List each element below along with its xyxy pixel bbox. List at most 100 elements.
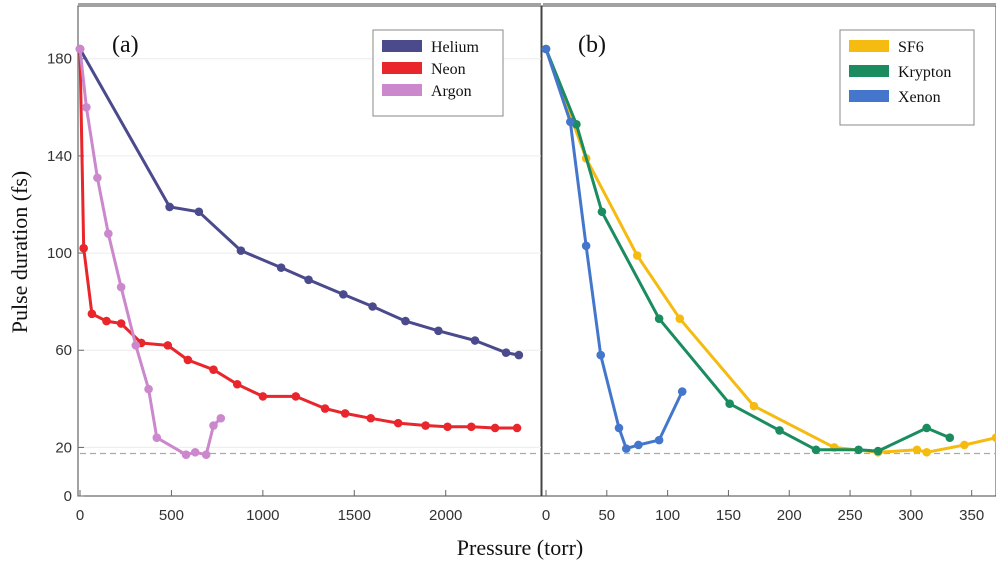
helium-data-point bbox=[165, 202, 174, 212]
x-tick-label: 1500 bbox=[338, 507, 371, 524]
neon-data-point bbox=[116, 319, 126, 328]
neon-data-point bbox=[393, 418, 403, 428]
argon-data-point bbox=[104, 229, 113, 238]
xenon-data-point bbox=[621, 444, 631, 453]
neon-legend-swatch bbox=[382, 62, 422, 74]
xenon-data-point bbox=[634, 440, 643, 450]
xenon-data-point bbox=[654, 435, 664, 445]
panel-label: (a) bbox=[112, 32, 139, 58]
xenon-legend-label: Xenon bbox=[898, 89, 941, 106]
krypton-legend-swatch bbox=[849, 65, 889, 77]
argon-legend-swatch bbox=[382, 84, 422, 96]
x-tick-label: 300 bbox=[898, 507, 923, 524]
x-tick-label: 500 bbox=[159, 507, 184, 524]
krypton-data-point bbox=[775, 426, 784, 435]
neon-data-point bbox=[366, 413, 376, 423]
neon-legend-label: Neon bbox=[431, 61, 466, 78]
y-axis-title: Pulse duration (fs) bbox=[7, 171, 32, 334]
x-tick-label: 250 bbox=[838, 507, 863, 524]
x-tick-label: 50 bbox=[598, 507, 615, 524]
argon-data-point bbox=[216, 413, 226, 423]
neon-data-point bbox=[232, 379, 242, 389]
krypton-data-point bbox=[725, 399, 734, 408]
helium-data-point bbox=[276, 263, 286, 272]
x-tick-label: 2000 bbox=[429, 507, 462, 524]
argon-data-point bbox=[75, 44, 85, 54]
sf6-data-point bbox=[749, 401, 759, 411]
neon-data-point bbox=[258, 392, 268, 401]
xenon-data-point bbox=[596, 350, 606, 360]
argon-data-point bbox=[131, 341, 141, 350]
neon-data-point bbox=[102, 316, 111, 326]
helium-legend-label: Helium bbox=[431, 39, 480, 56]
krypton-data-point bbox=[922, 423, 931, 433]
argon-data-point bbox=[93, 173, 102, 183]
y-tick-label: 20 bbox=[55, 439, 72, 456]
panel-a-frame bbox=[77, 5, 542, 497]
sf6-data-point bbox=[912, 445, 922, 455]
neon-data-point bbox=[87, 309, 97, 319]
krypton-data-point bbox=[854, 445, 863, 455]
neon-data-point bbox=[467, 422, 476, 432]
krypton-data-point bbox=[945, 433, 955, 442]
krypton-data-point bbox=[597, 207, 607, 217]
neon-data-point bbox=[79, 243, 88, 253]
y-tick-label: 180 bbox=[47, 51, 72, 68]
krypton-data-point bbox=[873, 446, 883, 456]
neon-data-point bbox=[443, 422, 452, 432]
helium-legend-swatch bbox=[382, 40, 422, 52]
sf6-data-point bbox=[960, 440, 969, 450]
helium-data-point bbox=[434, 326, 443, 336]
x-tick-label: 350 bbox=[959, 507, 984, 524]
xenon-series-line bbox=[544, 47, 684, 451]
panel-b-frame bbox=[541, 5, 996, 497]
krypton-data-point bbox=[811, 445, 821, 455]
x-tick-label: 200 bbox=[777, 507, 802, 524]
sf6-data-point bbox=[991, 433, 996, 442]
neon-data-point bbox=[512, 423, 522, 433]
x-tick-label: 150 bbox=[716, 507, 741, 524]
argon-data-point bbox=[181, 450, 191, 460]
x-tick-label: 1000 bbox=[246, 507, 279, 524]
xenon-data-point bbox=[541, 44, 551, 54]
neon-data-point bbox=[320, 404, 330, 413]
neon-data-point bbox=[209, 365, 218, 374]
xenon-legend-swatch bbox=[849, 90, 889, 102]
argon-series-line bbox=[78, 47, 223, 457]
sf6-legend-label: SF6 bbox=[898, 39, 924, 56]
neon-data-point bbox=[340, 409, 350, 418]
krypton-legend-label: Krypton bbox=[898, 64, 951, 81]
panel-a-chart: 0 500 1000 1500 2000 0 20 60 100 140 180 (a) Helium N… bbox=[47, 29, 541, 524]
helium-data-point bbox=[368, 302, 377, 311]
neon-data-point bbox=[421, 421, 430, 430]
sf6-data-point bbox=[922, 447, 931, 457]
helium-data-point bbox=[194, 207, 204, 217]
panel-label: (b) bbox=[578, 32, 606, 58]
x-tick-label: 0 bbox=[542, 507, 550, 524]
y-tick-label: 100 bbox=[47, 245, 72, 262]
x-axis-title: Pressure (torr) bbox=[457, 535, 583, 560]
argon-data-point bbox=[144, 384, 153, 394]
neon-data-point bbox=[291, 392, 301, 401]
argon-legend-label: Argon bbox=[431, 83, 472, 100]
xenon-data-point bbox=[614, 423, 624, 433]
x-tick-label: 0 bbox=[76, 507, 84, 524]
sf6-data-point bbox=[632, 251, 642, 260]
y-tick-label: 60 bbox=[55, 342, 72, 359]
argon-data-point bbox=[116, 282, 126, 292]
xenon-data-point bbox=[677, 387, 687, 396]
x-tick-label: 100 bbox=[655, 507, 680, 524]
neon-data-point bbox=[490, 423, 500, 433]
argon-data-point bbox=[82, 103, 91, 112]
argon-data-point bbox=[152, 433, 162, 442]
sf6-data-point bbox=[675, 314, 685, 323]
xenon-data-point bbox=[581, 241, 591, 251]
y-tick-label: 140 bbox=[47, 148, 72, 165]
krypton-data-point bbox=[654, 314, 664, 323]
helium-data-point bbox=[339, 290, 348, 299]
argon-data-point bbox=[190, 447, 200, 457]
argon-data-point bbox=[201, 450, 211, 460]
helium-data-point bbox=[304, 275, 313, 285]
helium-data-point bbox=[514, 350, 524, 360]
